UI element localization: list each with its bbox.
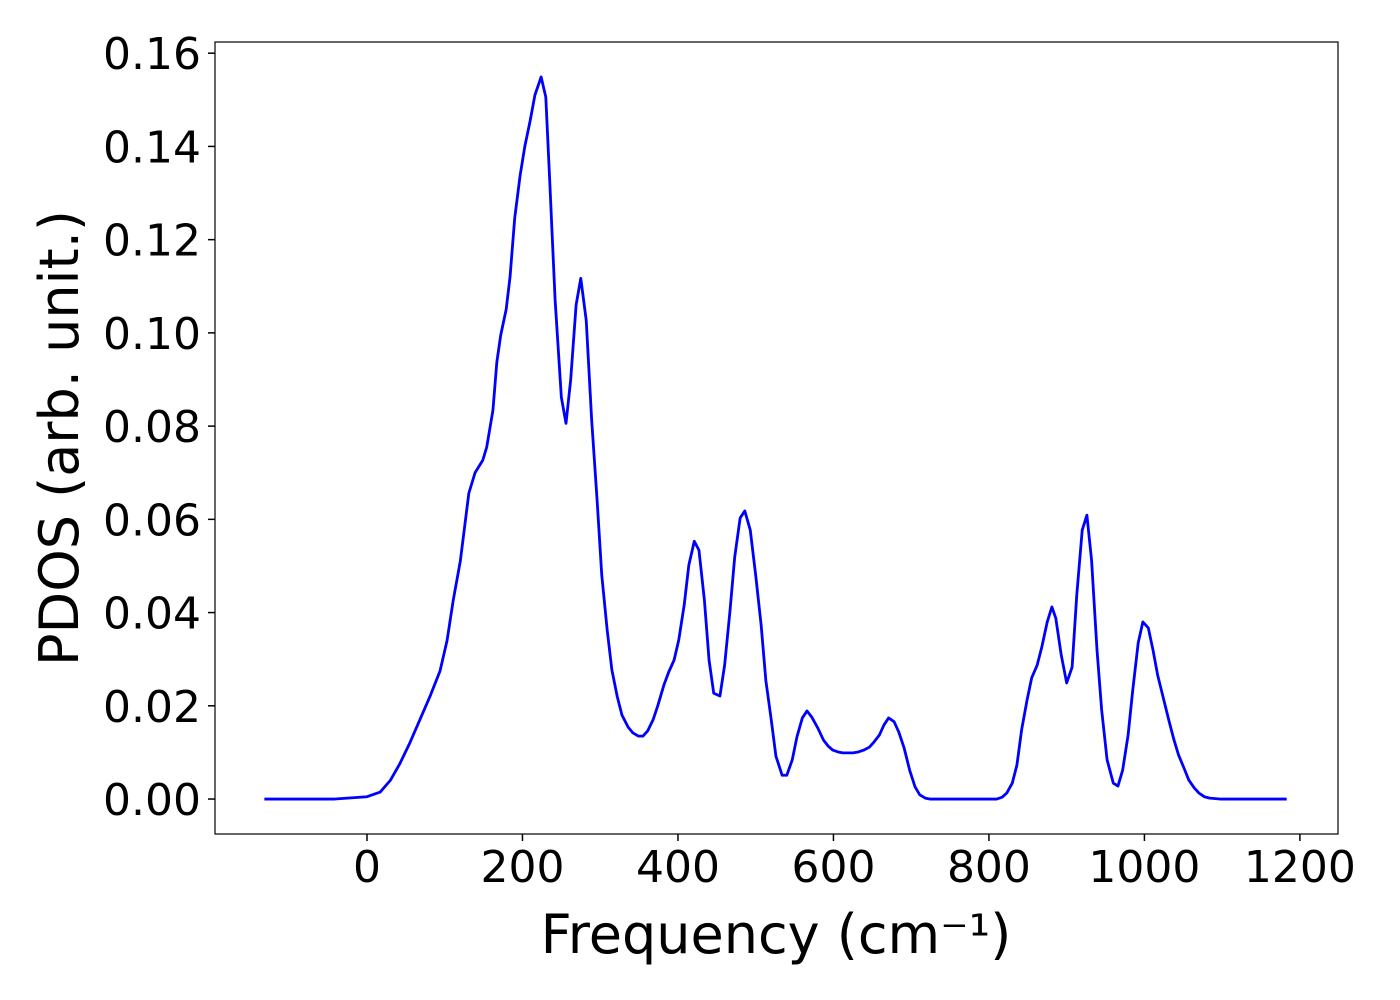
x-tick-label: 400 <box>636 842 720 893</box>
x-tick-label: 200 <box>480 842 564 893</box>
x-tick-label: 0 <box>353 842 381 893</box>
y-tick-label: 0.16 <box>103 29 201 80</box>
x-tick-label: 800 <box>947 842 1031 893</box>
x-tick-label: 1000 <box>1088 842 1200 893</box>
y-tick-label: 0.14 <box>103 122 201 173</box>
y-tick-label: 0.06 <box>103 495 201 546</box>
x-tick-label: 600 <box>791 842 875 893</box>
y-tick-label: 0.08 <box>103 402 201 453</box>
y-tick-label: 0.12 <box>103 216 201 267</box>
plot-frame <box>214 41 1339 835</box>
y-tick-label: 0.10 <box>103 309 201 360</box>
x-tick-label: 1200 <box>1244 842 1356 893</box>
y-tick-label: 0.02 <box>103 682 201 733</box>
data-line <box>264 75 1287 801</box>
x-axis-label: Frequency (cm⁻¹) <box>541 903 1012 966</box>
y-tick-label: 0.00 <box>103 775 201 826</box>
y-tick-label: 0.04 <box>103 589 201 640</box>
y-axis-label: PDOS (arb. unit.) <box>28 210 91 666</box>
